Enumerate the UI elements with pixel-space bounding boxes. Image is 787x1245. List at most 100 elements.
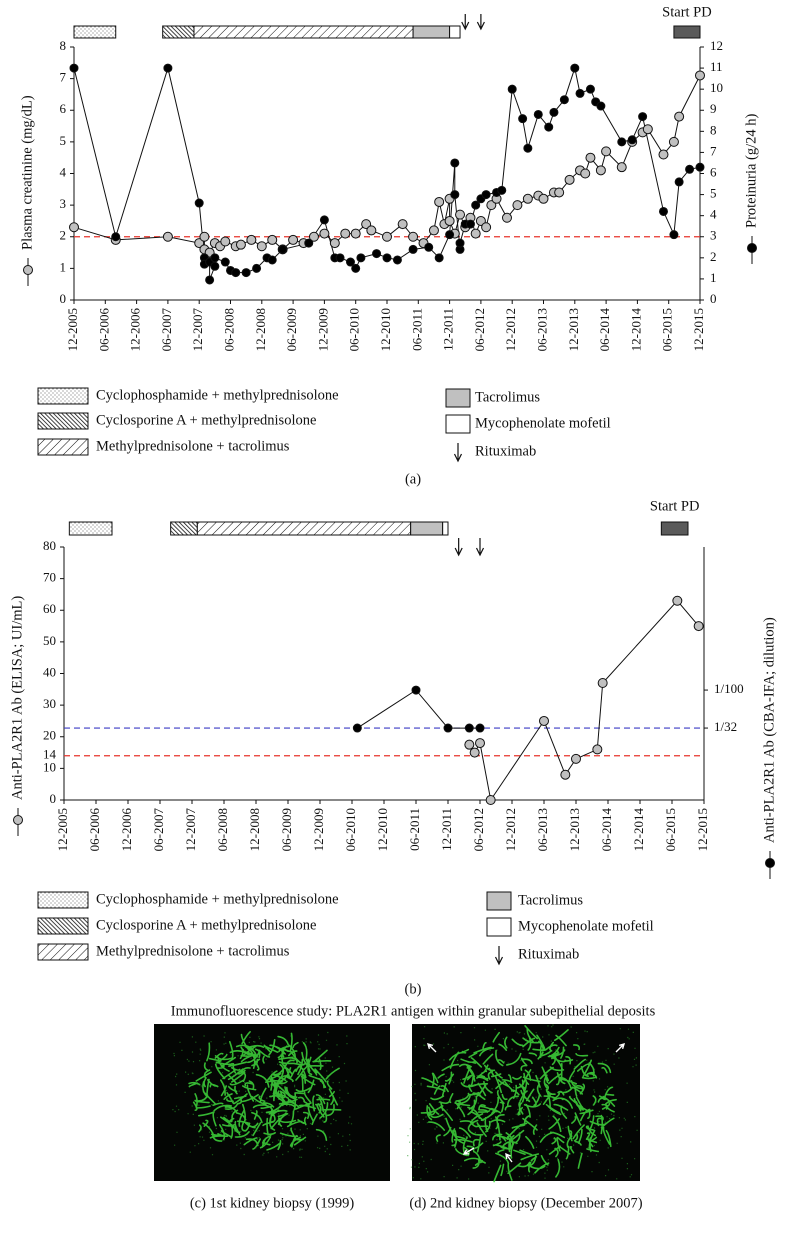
data-point	[443, 723, 453, 733]
panel-caption: (a)	[405, 471, 421, 487]
data-point	[464, 723, 474, 733]
fluorescence-noise	[407, 1024, 638, 1180]
data-point	[627, 135, 637, 145]
data-point	[642, 124, 653, 135]
data-point	[560, 769, 571, 780]
y2-tick-label: 2	[710, 249, 717, 264]
data-point	[693, 621, 704, 632]
data-point	[685, 164, 695, 174]
data-point	[672, 595, 683, 606]
x-tick-label: 12-2013	[566, 308, 581, 351]
data-point	[455, 238, 465, 248]
legend-swatch	[37, 438, 89, 456]
data-point	[523, 143, 533, 153]
data-point	[411, 685, 421, 695]
y2-tick-label: 7	[710, 143, 717, 158]
data-point	[69, 63, 79, 73]
x-tick-label: 06-2006	[96, 308, 111, 352]
x-tick-label: 12-2012	[503, 308, 518, 351]
x-tick-label: 12-2009	[315, 308, 330, 351]
data-point	[69, 222, 79, 233]
x-tick-label: 06-2009	[279, 808, 294, 851]
x-tick-label: 06-2013	[534, 308, 549, 351]
data-point	[434, 253, 444, 263]
data-point	[575, 88, 585, 98]
data-point	[695, 162, 705, 172]
legend-label: Cyclophosphamide + methylprednisolone	[96, 387, 339, 403]
data-point	[392, 255, 402, 265]
x-tick-label: 12-2011	[441, 308, 456, 351]
data-point	[585, 84, 595, 94]
x-tick-label: 06-2008	[215, 808, 230, 851]
start-pd-bar	[660, 521, 689, 536]
data-point	[361, 219, 372, 230]
y-axis-title: Plasma creatinine (mg/dL)	[19, 95, 35, 250]
data-point	[497, 185, 507, 195]
data-point	[231, 268, 241, 278]
data-point	[597, 677, 608, 688]
fluorescence-noise	[172, 1031, 353, 1158]
legend-label: Cyclosporine A + methylprednisolone	[96, 917, 316, 933]
y2-tick-label: 6	[710, 164, 717, 179]
x-tick-label: 12-2014	[631, 808, 646, 852]
data-point	[424, 242, 434, 252]
legend-arrow	[453, 443, 463, 463]
data-point	[538, 193, 549, 204]
x-tick-label: 12-2005	[65, 308, 80, 351]
data-point	[220, 257, 230, 267]
data-point	[428, 225, 439, 236]
legend-swatch	[486, 891, 512, 911]
y2-tick-label: 0	[710, 291, 717, 306]
y2-title-marker	[747, 243, 757, 253]
annotation-arrow	[615, 1042, 626, 1053]
data-point	[570, 63, 580, 73]
data-point	[544, 122, 554, 132]
start-pd-label: Start PD	[662, 4, 712, 20]
biopsy-image	[154, 1024, 390, 1181]
y-title-marker	[23, 265, 33, 275]
x-tick-label: 06-2014	[597, 308, 612, 352]
x-tick-label: 06-2008	[221, 308, 236, 351]
start-pd-label: Start PD	[650, 498, 700, 514]
legend-label: Methylprednisolone + tacrolimus	[96, 943, 290, 959]
data-point	[397, 219, 408, 230]
x-tick-label: 06-2014	[599, 808, 614, 852]
data-point	[434, 196, 445, 207]
annotation-arrow	[426, 1042, 437, 1053]
legend-swatch	[486, 917, 512, 937]
x-tick-label: 12-2007	[183, 808, 198, 852]
x-tick-label: 06-2010	[347, 308, 362, 351]
y-axis-title: Anti-PLA2R1 Ab (ELISA; UI/mL)	[9, 596, 25, 800]
data-point	[601, 146, 612, 157]
x-tick-label: 12-2015	[695, 808, 710, 851]
x-tick-label: 06-2011	[407, 808, 422, 851]
panel-caption: (c) 1st kidney biopsy (1999)	[190, 1195, 354, 1211]
legend-swatch	[37, 917, 89, 935]
data-point	[616, 162, 627, 173]
legend-label: Tacrolimus	[518, 892, 583, 908]
y-tick-label: 2	[60, 228, 67, 243]
data-point	[278, 244, 288, 254]
panel-caption: (b)	[405, 981, 422, 997]
x-tick-label: 12-2012	[503, 808, 518, 851]
data-point	[470, 228, 481, 239]
data-point	[486, 200, 497, 211]
data-point	[382, 231, 392, 242]
y2-tick-label: 9	[710, 101, 717, 116]
data-point	[194, 238, 205, 249]
y-tick-label: 0	[60, 291, 67, 306]
data-point	[674, 177, 684, 187]
data-point	[522, 193, 533, 204]
data-point	[205, 275, 215, 285]
data-point	[564, 174, 575, 185]
fluorescence-texture	[420, 1025, 617, 1183]
legend-label: Rituximab	[518, 946, 579, 962]
treatment-bar	[68, 521, 113, 536]
legend-label: Cyclophosphamide + methylprednisolone	[96, 891, 339, 907]
series-line	[73, 66, 701, 281]
data-point	[669, 230, 679, 240]
data-point	[450, 158, 460, 168]
legend-label: Mycophenolate mofetil	[475, 415, 611, 431]
data-point	[580, 168, 591, 179]
x-tick-label: 12-2013	[567, 808, 582, 851]
